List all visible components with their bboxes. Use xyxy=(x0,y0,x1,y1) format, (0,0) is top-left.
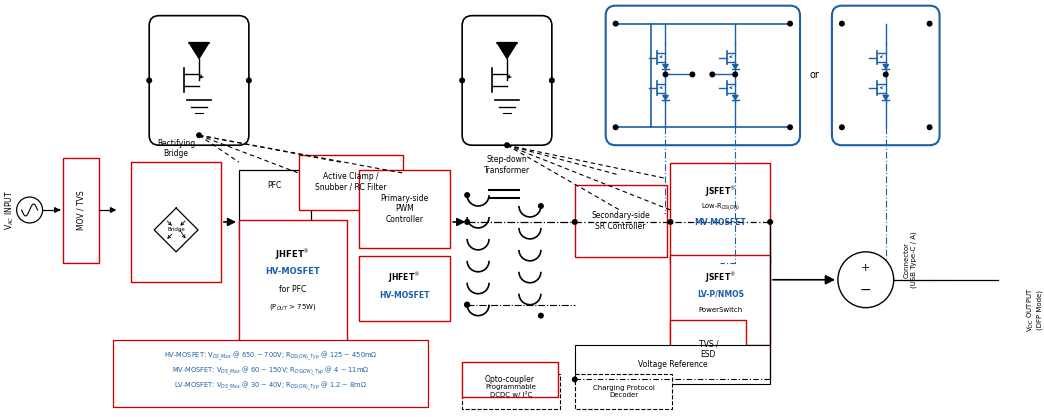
Polygon shape xyxy=(733,65,738,69)
Circle shape xyxy=(549,78,554,83)
Text: PFC: PFC xyxy=(267,181,282,190)
Circle shape xyxy=(663,71,668,78)
Text: Charging Protocol
Decoder: Charging Protocol Decoder xyxy=(593,385,655,398)
Polygon shape xyxy=(663,95,668,100)
Bar xyxy=(358,170,450,248)
Bar xyxy=(670,255,770,344)
Bar xyxy=(462,362,557,397)
Text: JSFET$^®$: JSFET$^®$ xyxy=(705,185,736,199)
Text: JSFET$^®$: JSFET$^®$ xyxy=(705,271,736,285)
Bar xyxy=(575,344,770,384)
Bar xyxy=(575,374,672,409)
Bar xyxy=(358,256,450,321)
Bar xyxy=(462,374,560,409)
Circle shape xyxy=(246,78,252,83)
Text: Voltage Reference: Voltage Reference xyxy=(638,360,707,369)
Circle shape xyxy=(538,203,544,209)
Text: Connector
(USB Type-C / A): Connector (USB Type-C / A) xyxy=(904,231,918,288)
FancyBboxPatch shape xyxy=(462,16,552,145)
Polygon shape xyxy=(497,43,517,58)
FancyBboxPatch shape xyxy=(832,6,940,145)
Text: HV-MOSFET: HV-MOSFET xyxy=(379,291,429,300)
Text: Active Clamp /
Snubber / RC Filter: Active Clamp / Snubber / RC Filter xyxy=(315,172,386,192)
Circle shape xyxy=(465,219,470,225)
Circle shape xyxy=(883,71,888,78)
Circle shape xyxy=(787,124,793,130)
Circle shape xyxy=(465,301,470,308)
Circle shape xyxy=(927,20,932,27)
Text: −: − xyxy=(860,283,872,297)
Circle shape xyxy=(613,124,619,130)
Text: +: + xyxy=(861,263,871,273)
Text: MOV / TVS: MOV / TVS xyxy=(77,190,86,230)
Bar xyxy=(239,170,311,240)
Bar xyxy=(132,162,221,282)
Circle shape xyxy=(839,124,845,130)
Bar xyxy=(299,155,403,210)
Circle shape xyxy=(538,313,544,319)
Text: Opto-coupler: Opto-coupler xyxy=(485,375,535,384)
Bar xyxy=(670,163,770,263)
Text: Rectifying
Bridge: Rectifying Bridge xyxy=(157,138,195,158)
Circle shape xyxy=(146,78,152,83)
FancyBboxPatch shape xyxy=(149,16,248,145)
Polygon shape xyxy=(883,65,888,69)
Text: MV-MOSFET: MV-MOSFET xyxy=(694,219,746,227)
Text: HV-MOSFET: HV-MOSFET xyxy=(265,267,321,276)
Circle shape xyxy=(504,142,511,148)
Text: for PFC: for PFC xyxy=(279,285,306,294)
Circle shape xyxy=(689,71,695,78)
Text: Programmable
DCDC w/ I²C: Programmable DCDC w/ I²C xyxy=(485,384,537,399)
Circle shape xyxy=(709,71,715,78)
Text: Bridge: Bridge xyxy=(167,227,185,232)
Text: JHFET$^®$: JHFET$^®$ xyxy=(276,248,310,262)
Circle shape xyxy=(732,71,738,78)
Text: or: or xyxy=(809,70,818,80)
Text: Step-down
Transformer: Step-down Transformer xyxy=(484,156,530,175)
FancyBboxPatch shape xyxy=(606,6,800,145)
Polygon shape xyxy=(883,95,888,100)
Circle shape xyxy=(465,192,470,198)
Circle shape xyxy=(572,377,577,382)
Circle shape xyxy=(927,124,932,130)
Circle shape xyxy=(839,20,845,27)
Circle shape xyxy=(787,20,793,27)
Bar xyxy=(239,220,347,349)
Text: Low-R$_{DS(ON)}$: Low-R$_{DS(ON)}$ xyxy=(701,201,740,212)
Text: HV-MOSFET: V$_{DS\_Max}$ @ 650 ~ 700V; R$_{DS(ON)\_Typ}$ @ 125 ~ 450mΩ: HV-MOSFET: V$_{DS\_Max}$ @ 650 ~ 700V; R… xyxy=(164,350,378,363)
Text: (P$_{OUT}$ > 75W): (P$_{OUT}$ > 75W) xyxy=(268,301,316,311)
Text: PowerSwitch: PowerSwitch xyxy=(698,306,742,313)
Text: TVS /
ESD: TVS / ESD xyxy=(698,340,718,359)
Text: V$_{DC}$ OUTPUT
(DFP Mode): V$_{DC}$ OUTPUT (DFP Mode) xyxy=(1025,287,1043,332)
Polygon shape xyxy=(663,65,668,69)
Circle shape xyxy=(17,197,43,223)
Text: LV-P/NMOS: LV-P/NMOS xyxy=(696,289,743,298)
Bar xyxy=(114,339,428,407)
Circle shape xyxy=(459,78,466,83)
Circle shape xyxy=(613,20,619,27)
Circle shape xyxy=(667,219,673,225)
Polygon shape xyxy=(733,95,738,100)
Circle shape xyxy=(465,301,470,308)
Bar xyxy=(64,158,99,263)
Circle shape xyxy=(767,219,774,225)
Text: JHFET$^®$: JHFET$^®$ xyxy=(388,271,421,285)
Text: Primary-side
PWM
Controller: Primary-side PWM Controller xyxy=(380,194,428,224)
Text: Secondary-side
SR Controller: Secondary-side SR Controller xyxy=(591,211,650,231)
Text: MV-MOSFET: V$_{DS\_Max}$ @ 60 ~ 150V; R$_{DS(ON)\_Typ}$ @ 4 ~ 11mΩ: MV-MOSFET: V$_{DS\_Max}$ @ 60 ~ 150V; R$… xyxy=(172,365,370,378)
Polygon shape xyxy=(189,43,209,58)
Bar xyxy=(575,185,667,257)
Circle shape xyxy=(572,219,577,225)
Circle shape xyxy=(838,252,894,308)
Bar xyxy=(670,319,746,379)
Text: LV-MOSFET: V$_{DS\_Max}$ @ 30 ~ 40V; R$_{DS(ON)\_Typ}$ @ 1.2 ~ 8mΩ: LV-MOSFET: V$_{DS\_Max}$ @ 30 ~ 40V; R$_… xyxy=(174,380,367,393)
Text: V$_{AC}$ INPUT: V$_{AC}$ INPUT xyxy=(3,190,16,230)
Circle shape xyxy=(196,132,203,138)
